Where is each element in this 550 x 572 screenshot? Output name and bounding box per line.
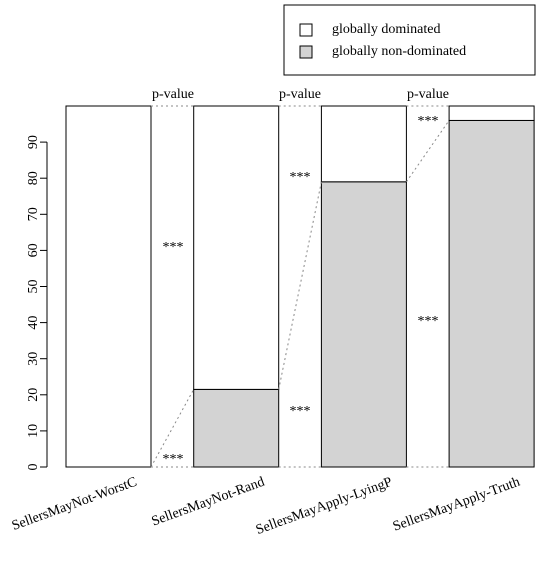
y-tick-label: 20 bbox=[26, 388, 41, 402]
legend-label: globally dominated bbox=[332, 22, 440, 37]
bar-segment bbox=[448, 105, 535, 121]
connector bbox=[278, 181, 322, 390]
legend-label: globally non-dominated bbox=[332, 44, 466, 59]
significance-label: *** bbox=[418, 314, 439, 329]
significance-label: *** bbox=[163, 240, 184, 255]
bar-segment bbox=[193, 388, 280, 468]
y-tick-label: 60 bbox=[26, 243, 41, 257]
p-value-label: p-value bbox=[279, 87, 321, 102]
legend-swatch bbox=[299, 23, 313, 37]
bar-segment bbox=[193, 105, 280, 390]
y-tick-label: 70 bbox=[26, 207, 41, 221]
y-tick-label: 40 bbox=[26, 316, 41, 330]
y-tick-label: 90 bbox=[26, 135, 41, 149]
x-tick-label: SellersMayApply-Truth bbox=[391, 475, 522, 535]
y-tick-label: 10 bbox=[26, 424, 41, 438]
y-tick-label: 50 bbox=[26, 280, 41, 294]
bar-segment bbox=[448, 119, 535, 468]
bar-segment bbox=[65, 105, 152, 468]
p-value-label: p-value bbox=[407, 87, 449, 102]
significance-label: *** bbox=[418, 114, 439, 129]
significance-label: *** bbox=[290, 404, 311, 419]
p-value-label: p-value bbox=[152, 87, 194, 102]
legend-swatch bbox=[299, 45, 313, 59]
x-tick-label: SellersMayNot-Rand bbox=[150, 475, 267, 530]
significance-label: *** bbox=[290, 170, 311, 185]
legend-box bbox=[283, 4, 536, 76]
x-tick-label: SellersMayApply-LyingP bbox=[254, 475, 395, 538]
y-tick-label: 30 bbox=[26, 352, 41, 366]
connector bbox=[405, 120, 450, 183]
significance-label: *** bbox=[163, 452, 184, 467]
x-tick-label: SellersMayNot-WorstC bbox=[10, 475, 139, 534]
bar-segment bbox=[320, 105, 407, 183]
y-tick-label: 80 bbox=[26, 171, 41, 185]
bar-segment bbox=[320, 181, 407, 468]
y-tick-label: 0 bbox=[26, 464, 41, 471]
